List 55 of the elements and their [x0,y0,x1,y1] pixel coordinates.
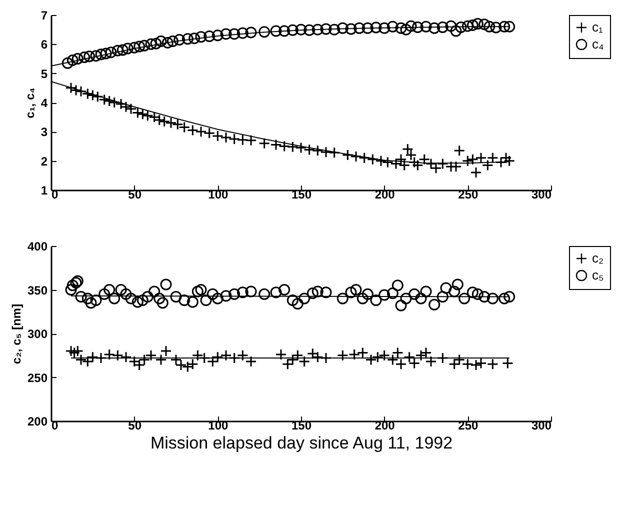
point [82,356,94,368]
point [392,347,404,358]
point [86,351,98,363]
point [420,347,432,358]
point [186,358,198,370]
point [470,359,482,371]
point [282,358,294,370]
point [502,358,514,369]
y-tick-label: 6 [40,38,48,52]
y-tick-label: 250 [27,370,48,385]
point [425,356,437,368]
point [145,350,157,362]
y-tick-label: 1 [40,184,48,198]
point [112,350,124,362]
y-tick-label: 400 [27,240,48,254]
y-tick-label: 2 [40,154,48,168]
point [95,352,107,364]
point [475,358,487,369]
point [415,350,427,362]
y-tick-label: 3 [40,125,48,140]
point [365,354,377,366]
point [138,354,150,366]
y-axis-title: c₁, c₄ [22,87,37,118]
point [348,348,360,360]
point [160,345,172,357]
point [104,348,116,360]
y-tick-label: 5 [40,66,48,81]
point [212,351,224,363]
legend-label: c₅ [592,268,604,282]
y-tick-label: 7 [40,8,48,22]
point [320,352,332,364]
point [182,361,194,372]
point [236,350,248,362]
point [372,351,384,363]
legend-label: c₄ [592,36,604,52]
point [72,345,84,357]
point [486,358,498,370]
y-tick-label: 4 [40,96,48,110]
point [356,347,368,358]
point [228,352,240,364]
point [155,354,167,366]
point [448,358,460,370]
y-axis-title: c₂, c₅ [nm] [9,304,24,364]
point [206,356,218,368]
point [286,354,298,366]
y-tick-label: 300 [27,327,48,341]
legend-label: c₁ [592,20,604,34]
y-tick-label: 350 [27,283,48,298]
point [220,350,232,362]
point [245,356,257,368]
x-axis-title: Mission elapsed day since Aug 11, 1992 [150,434,453,452]
legend-label: c₂ [592,250,604,266]
point [275,348,287,360]
point [436,352,448,364]
point [336,350,348,362]
